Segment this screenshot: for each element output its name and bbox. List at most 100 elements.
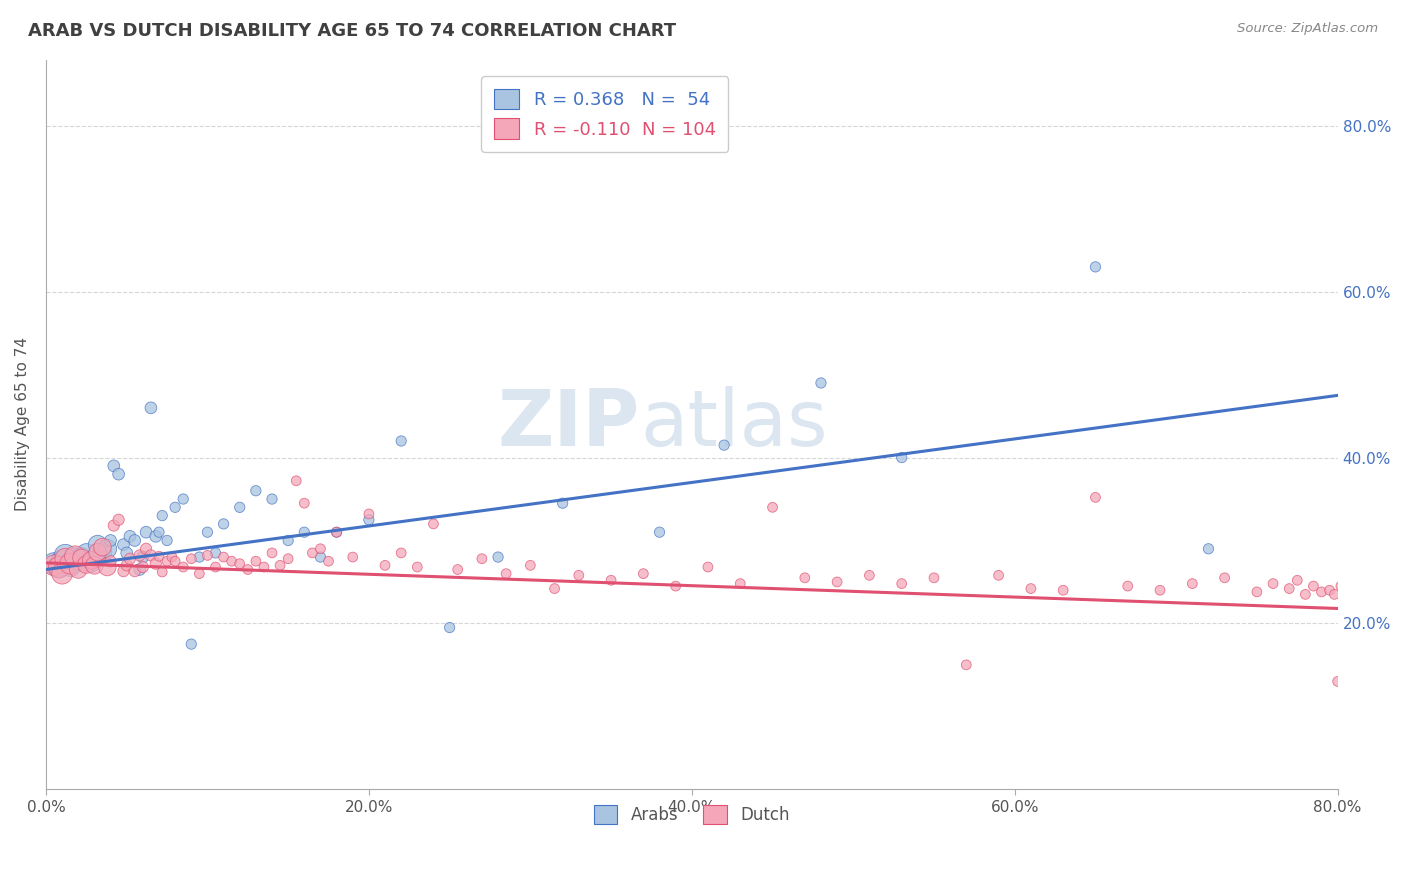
Point	[1375, 593, 1398, 607]
Point	[172, 491, 194, 506]
Point	[145, 529, 167, 543]
Point	[1019, 582, 1042, 596]
Point	[70, 550, 93, 565]
Point	[128, 562, 150, 576]
Point	[519, 558, 541, 573]
Point	[697, 560, 720, 574]
Point	[221, 554, 243, 568]
Point	[204, 560, 226, 574]
Point	[42, 557, 65, 571]
Point	[1213, 571, 1236, 585]
Point	[91, 540, 114, 554]
Point	[277, 533, 299, 548]
Point	[486, 550, 509, 565]
Point	[135, 541, 157, 556]
Point	[1149, 583, 1171, 598]
Point	[633, 566, 655, 581]
Point	[318, 554, 340, 568]
Point	[357, 507, 380, 521]
Point	[1052, 583, 1074, 598]
Point	[132, 560, 155, 574]
Point	[197, 549, 219, 563]
Point	[1084, 491, 1107, 505]
Point	[1319, 583, 1341, 598]
Point	[112, 564, 135, 578]
Point	[124, 533, 146, 548]
Point	[1367, 582, 1389, 596]
Point	[389, 434, 412, 448]
Point	[96, 541, 118, 556]
Point	[1084, 260, 1107, 274]
Point	[374, 558, 396, 573]
Point	[1181, 576, 1204, 591]
Point	[406, 560, 429, 574]
Point	[165, 554, 187, 568]
Point	[1391, 579, 1406, 593]
Point	[1294, 587, 1316, 601]
Point	[118, 551, 141, 566]
Point	[1326, 674, 1348, 689]
Point	[1116, 579, 1139, 593]
Point	[128, 549, 150, 563]
Point	[277, 551, 299, 566]
Point	[713, 438, 735, 452]
Point	[115, 546, 138, 560]
Point	[135, 525, 157, 540]
Point	[439, 621, 461, 635]
Point	[236, 562, 259, 576]
Point	[1351, 590, 1374, 604]
Point	[156, 533, 179, 548]
Point	[172, 560, 194, 574]
Point	[890, 450, 912, 465]
Point	[180, 637, 202, 651]
Point	[42, 558, 65, 573]
Point	[150, 565, 173, 579]
Point	[100, 554, 122, 568]
Point	[212, 550, 235, 565]
Point	[1278, 582, 1301, 596]
Point	[600, 574, 623, 588]
Point	[309, 541, 332, 556]
Point	[188, 550, 211, 565]
Point	[91, 546, 114, 560]
Point	[342, 550, 364, 565]
Point	[543, 582, 565, 596]
Point	[665, 579, 688, 593]
Point	[165, 500, 187, 515]
Point	[292, 525, 315, 540]
Point	[1340, 591, 1362, 606]
Point	[1286, 574, 1309, 588]
Point	[890, 576, 912, 591]
Point	[59, 558, 82, 573]
Point	[139, 549, 162, 563]
Point	[1330, 579, 1353, 593]
Point	[648, 525, 671, 540]
Point	[1246, 585, 1268, 599]
Point	[132, 550, 155, 565]
Point	[858, 568, 880, 582]
Point	[357, 513, 380, 527]
Point	[228, 557, 250, 571]
Point	[63, 551, 86, 566]
Point	[1310, 585, 1333, 599]
Text: ZIP: ZIP	[498, 386, 640, 462]
Point	[325, 525, 347, 540]
Point	[1198, 541, 1220, 556]
Point	[422, 516, 444, 531]
Point	[825, 574, 848, 589]
Point	[148, 525, 170, 540]
Point	[212, 516, 235, 531]
Point	[292, 496, 315, 510]
Point	[156, 554, 179, 568]
Point	[51, 566, 73, 581]
Point	[204, 546, 226, 560]
Point	[810, 376, 832, 390]
Point	[86, 538, 108, 552]
Point	[955, 657, 977, 672]
Text: atlas: atlas	[640, 386, 828, 462]
Point	[1346, 585, 1368, 599]
Point	[107, 513, 129, 527]
Point	[67, 562, 90, 576]
Legend: Arabs, Dutch: Arabs, Dutch	[582, 793, 801, 836]
Point	[48, 560, 70, 574]
